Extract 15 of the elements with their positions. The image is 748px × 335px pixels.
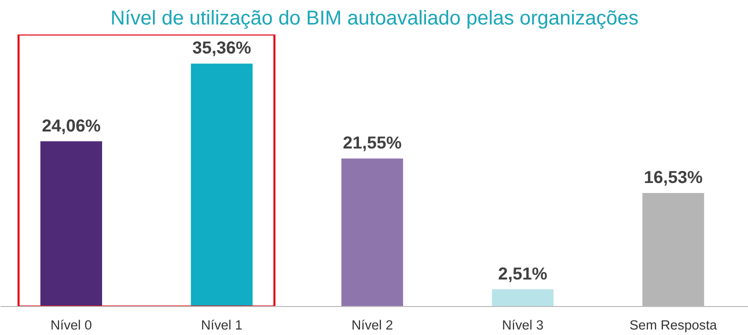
data-label: 16,53% [644, 166, 703, 187]
x-tick-label: Sem Resposta [630, 318, 718, 332]
data-label: 21,55% [342, 132, 402, 152]
chart-title: Nível de utilização do BIM autoavaliado pelas organizações [110, 8, 639, 30]
data-label: 24,06% [42, 115, 101, 136]
x-tick-label: Nível 3 [502, 318, 544, 332]
bar [492, 289, 554, 306]
x-tick-label: Nível 1 [201, 318, 242, 332]
x-tick-label: Nível 2 [352, 318, 393, 332]
bar [190, 64, 253, 306]
data-label: 2,51% [498, 263, 548, 284]
bar [341, 158, 404, 306]
bar [40, 141, 102, 306]
data-label: 35,36% [192, 38, 252, 58]
x-tick-label: Nível 0 [50, 318, 92, 332]
